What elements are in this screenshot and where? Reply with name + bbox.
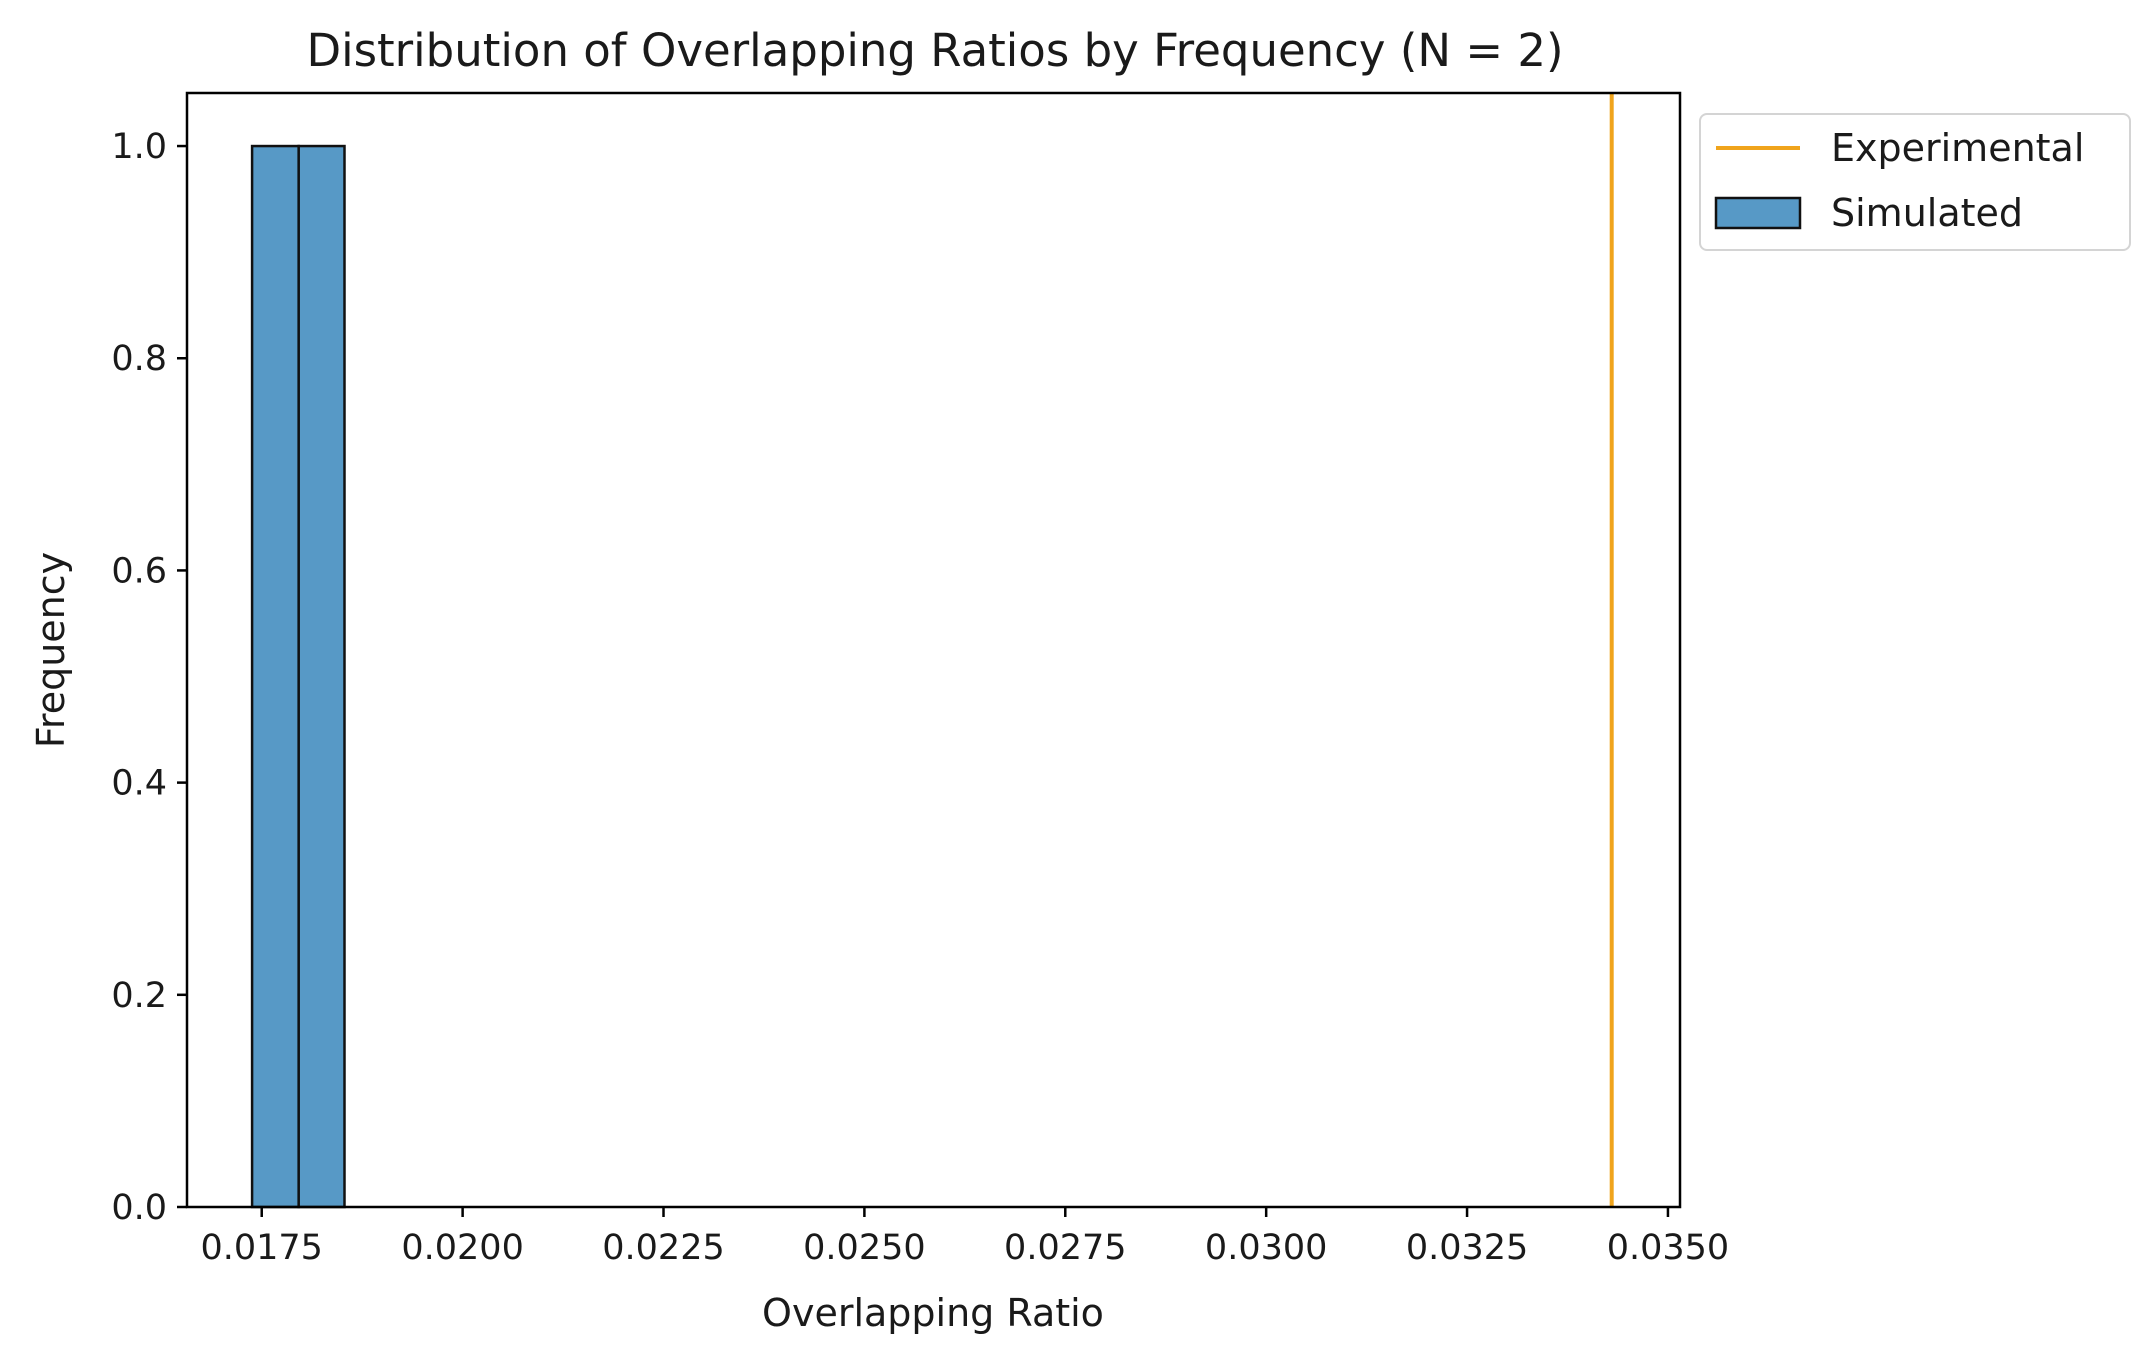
x-tick-label: 0.0350	[1607, 1228, 1729, 1268]
x-axis-label: Overlapping Ratio	[762, 1291, 1104, 1335]
x-tick-label: 0.0250	[803, 1228, 925, 1268]
plot-frame	[185, 91, 1682, 1209]
x-tick-label: 0.0200	[401, 1228, 523, 1268]
legend-experimental-label: Experimental	[1831, 126, 2084, 170]
legend: Experimental Simulated	[1699, 113, 2131, 251]
histogram-bar-2	[297, 144, 346, 1209]
x-tick-label: 0.0325	[1406, 1228, 1528, 1268]
x-tick-label: 0.0300	[1205, 1228, 1327, 1268]
y-tick-label: 0.4	[111, 764, 167, 804]
histogram-bar-1	[250, 144, 300, 1209]
legend-simulated-swatch	[1714, 196, 1802, 230]
y-tick-label: 0.2	[111, 976, 167, 1016]
y-tick-label: 1.0	[111, 127, 167, 167]
x-axis-ticks: 0.0175 0.0200 0.0225 0.0250 0.0275 0.0300 0.03…	[200, 1207, 1729, 1268]
y-axis-ticks: 0.0 0.2 0.4 0.6 0.8 1.0	[111, 127, 187, 1228]
legend-simulated-label: Simulated	[1831, 191, 2023, 235]
histogram-bars	[250, 144, 346, 1209]
y-tick-label: 0.0	[111, 1188, 167, 1228]
legend-box	[1699, 113, 2131, 251]
x-tick-label: 0.0175	[200, 1228, 322, 1268]
y-axis-label: Frequency	[29, 552, 73, 748]
x-tick-label: 0.0225	[602, 1228, 724, 1268]
y-tick-label: 0.8	[111, 339, 167, 379]
y-tick-label: 0.6	[111, 551, 167, 591]
chart-title: Distribution of Overlapping Ratios by Fr…	[306, 24, 1563, 77]
x-tick-label: 0.0275	[1004, 1228, 1126, 1268]
